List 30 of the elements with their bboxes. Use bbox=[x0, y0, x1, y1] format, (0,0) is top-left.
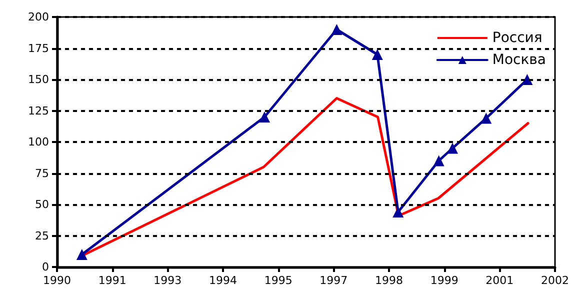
x-tick-label: 1990 bbox=[43, 274, 71, 287]
point bbox=[259, 112, 270, 122]
point bbox=[392, 206, 404, 218]
y-tick-label: 50 bbox=[35, 198, 49, 211]
point bbox=[522, 74, 533, 85]
y-tick-label: 125 bbox=[28, 104, 49, 118]
y-tick-label: 25 bbox=[35, 229, 49, 242]
y-tick-label: 200 bbox=[28, 10, 49, 24]
legend-label: Россия bbox=[492, 30, 542, 46]
x-tick-label: 1995 bbox=[264, 274, 292, 287]
x-tick-label: 1994 bbox=[209, 274, 237, 287]
y-tick-label: 100 bbox=[28, 136, 49, 148]
x-tick-label: 1991 bbox=[98, 274, 126, 287]
legend-label: Москва bbox=[492, 52, 546, 68]
x-tick-label: 1993 bbox=[154, 274, 182, 287]
x-tick-label: 2002 bbox=[541, 274, 569, 287]
y-tick-label: 150 bbox=[28, 73, 49, 86]
point bbox=[433, 155, 444, 166]
point bbox=[372, 49, 383, 60]
point bbox=[480, 112, 492, 124]
y-tick-label: 175 bbox=[28, 42, 49, 55]
x-tick-label: 1998 bbox=[375, 274, 403, 287]
y-tick-label: 0 bbox=[42, 260, 49, 274]
x-tick-label: 1999 bbox=[430, 274, 458, 287]
point bbox=[76, 249, 88, 260]
point bbox=[446, 142, 458, 154]
y-tick-label: 75 bbox=[35, 166, 49, 180]
point bbox=[331, 24, 342, 35]
x-tick-label: 1997 bbox=[320, 274, 348, 287]
x-tick-label: 2001 bbox=[486, 274, 514, 287]
